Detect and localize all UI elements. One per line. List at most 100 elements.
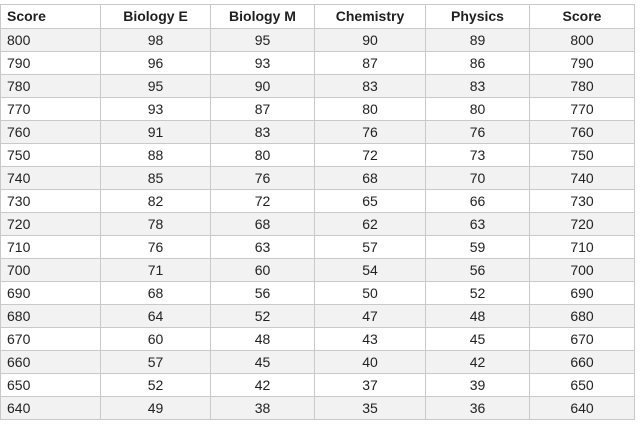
score-right-cell: 770 <box>529 97 635 121</box>
score-right-cell: 780 <box>529 74 635 98</box>
table-row: 790 96 93 87 86 790 <box>0 51 635 75</box>
biology-m-cell: 95 <box>210 28 315 52</box>
table-row: 780 95 90 83 83 780 <box>0 74 635 98</box>
biology-m-cell: 72 <box>210 189 315 213</box>
biology-m-cell: 68 <box>210 212 315 236</box>
biology-e-cell: 96 <box>100 51 211 75</box>
score-right-cell: 650 <box>529 373 635 397</box>
score-cell: 660 <box>0 350 101 374</box>
biology-e-cell: 76 <box>100 235 211 259</box>
chemistry-cell: 87 <box>314 51 426 75</box>
physics-cell: 48 <box>425 304 530 328</box>
score-cell: 640 <box>0 396 101 420</box>
chemistry-cell: 68 <box>314 166 426 190</box>
table-row: 710 76 63 57 59 710 <box>0 235 635 259</box>
table-row: 760 91 83 76 76 760 <box>0 120 635 144</box>
physics-cell: 66 <box>425 189 530 213</box>
physics-cell: 70 <box>425 166 530 190</box>
chemistry-cell: 83 <box>314 74 426 98</box>
chemistry-cell: 72 <box>314 143 426 167</box>
physics-cell: 73 <box>425 143 530 167</box>
table-row: 690 68 56 50 52 690 <box>0 281 635 305</box>
score-cell: 740 <box>0 166 101 190</box>
biology-e-cell: 88 <box>100 143 211 167</box>
chemistry-cell: 54 <box>314 258 426 282</box>
biology-e-cell: 78 <box>100 212 211 236</box>
biology-e-cell: 95 <box>100 74 211 98</box>
chemistry-cell: 76 <box>314 120 426 144</box>
table-row: 740 85 76 68 70 740 <box>0 166 635 190</box>
header-row: Score Biology E Biology M Chemistry Phys… <box>0 4 635 29</box>
score-right-cell: 720 <box>529 212 635 236</box>
biology-m-cell: 38 <box>210 396 315 420</box>
column-header-chemistry: Chemistry <box>314 4 426 29</box>
table-row: 750 88 80 72 73 750 <box>0 143 635 167</box>
score-right-cell: 800 <box>529 28 635 52</box>
biology-e-cell: 52 <box>100 373 211 397</box>
biology-e-cell: 82 <box>100 189 211 213</box>
biology-e-cell: 57 <box>100 350 211 374</box>
physics-cell: 56 <box>425 258 530 282</box>
score-cell: 670 <box>0 327 101 351</box>
score-right-cell: 660 <box>529 350 635 374</box>
column-header-score: Score <box>0 4 101 29</box>
score-cell: 700 <box>0 258 101 282</box>
biology-e-cell: 64 <box>100 304 211 328</box>
score-right-cell: 750 <box>529 143 635 167</box>
physics-cell: 63 <box>425 212 530 236</box>
table-row: 800 98 95 90 89 800 <box>0 28 635 52</box>
score-cell: 730 <box>0 189 101 213</box>
score-cell: 760 <box>0 120 101 144</box>
score-cell: 720 <box>0 212 101 236</box>
column-header-score-right: Score <box>529 4 635 29</box>
column-header-physics: Physics <box>425 4 530 29</box>
score-right-cell: 690 <box>529 281 635 305</box>
biology-e-cell: 49 <box>100 396 211 420</box>
table-row: 650 52 42 37 39 650 <box>0 373 635 397</box>
score-right-cell: 730 <box>529 189 635 213</box>
score-cell: 650 <box>0 373 101 397</box>
column-header-biology-e: Biology E <box>100 4 211 29</box>
chemistry-cell: 50 <box>314 281 426 305</box>
score-right-cell: 790 <box>529 51 635 75</box>
score-right-cell: 680 <box>529 304 635 328</box>
score-right-cell: 760 <box>529 120 635 144</box>
chemistry-cell: 90 <box>314 28 426 52</box>
chemistry-cell: 40 <box>314 350 426 374</box>
chemistry-cell: 80 <box>314 97 426 121</box>
table-row: 640 49 38 35 36 640 <box>0 396 635 420</box>
column-header-biology-m: Biology M <box>210 4 315 29</box>
biology-e-cell: 60 <box>100 327 211 351</box>
biology-m-cell: 80 <box>210 143 315 167</box>
score-right-cell: 700 <box>529 258 635 282</box>
biology-m-cell: 90 <box>210 74 315 98</box>
physics-cell: 42 <box>425 350 530 374</box>
biology-m-cell: 45 <box>210 350 315 374</box>
score-cell: 790 <box>0 51 101 75</box>
biology-e-cell: 98 <box>100 28 211 52</box>
biology-m-cell: 93 <box>210 51 315 75</box>
chemistry-cell: 47 <box>314 304 426 328</box>
biology-m-cell: 42 <box>210 373 315 397</box>
table-row: 680 64 52 47 48 680 <box>0 304 635 328</box>
biology-e-cell: 85 <box>100 166 211 190</box>
chemistry-cell: 37 <box>314 373 426 397</box>
physics-cell: 89 <box>425 28 530 52</box>
biology-m-cell: 63 <box>210 235 315 259</box>
table-row: 770 93 87 80 80 770 <box>0 97 635 121</box>
table-row: 720 78 68 62 63 720 <box>0 212 635 236</box>
table-body: 800 98 95 90 89 800 790 96 93 87 86 790 780 95 90 83 83 7… <box>0 28 635 420</box>
table-row: 670 60 48 43 45 670 <box>0 327 635 351</box>
score-right-cell: 640 <box>529 396 635 420</box>
table-row: 730 82 72 65 66 730 <box>0 189 635 213</box>
biology-e-cell: 68 <box>100 281 211 305</box>
biology-e-cell: 93 <box>100 97 211 121</box>
score-percentile-table: Score Biology E Biology M Chemistry Phys… <box>0 4 635 420</box>
biology-m-cell: 87 <box>210 97 315 121</box>
physics-cell: 83 <box>425 74 530 98</box>
chemistry-cell: 43 <box>314 327 426 351</box>
table-row: 660 57 45 40 42 660 <box>0 350 635 374</box>
score-cell: 800 <box>0 28 101 52</box>
physics-cell: 59 <box>425 235 530 259</box>
